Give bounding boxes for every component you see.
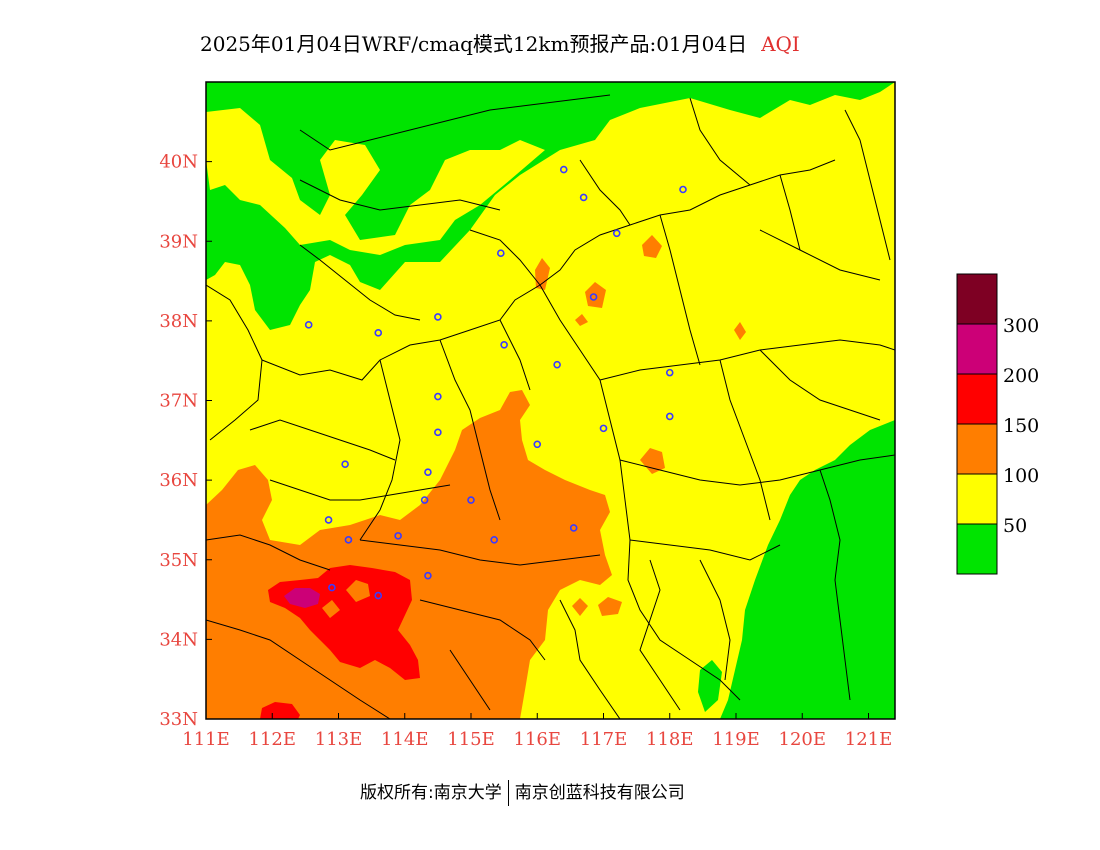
- station-marker: [434, 313, 442, 321]
- legend-label: 100: [1003, 465, 1039, 487]
- lon-tick-label: 120E: [779, 729, 827, 750]
- station-marker: [500, 340, 508, 349]
- lon-tick-label: 112E: [249, 729, 297, 750]
- station-marker: [304, 321, 313, 329]
- station-marker: [559, 165, 568, 174]
- station-marker: [434, 428, 442, 437]
- legend-label: 150: [1003, 415, 1039, 437]
- lon-tick-label: 118E: [646, 729, 694, 750]
- footer-left: 版权所有:南京大学: [360, 783, 502, 803]
- station-marker: [467, 496, 475, 504]
- footer-separator: [507, 780, 509, 806]
- station-marker: [679, 185, 687, 194]
- field-orange-blob-8: [575, 314, 588, 326]
- lat-tick-label: 36N: [159, 470, 198, 491]
- station-marker: [612, 229, 621, 238]
- station-marker: [394, 532, 402, 540]
- legend-swatch: [956, 273, 998, 325]
- lat-tick-label: 40N: [159, 152, 198, 173]
- lon-tick-label: 115E: [447, 729, 495, 750]
- field-orange-blob-6: [572, 598, 588, 616]
- station-marker: [589, 293, 598, 301]
- lon-tick-label: 119E: [712, 729, 760, 750]
- field-purple: [284, 588, 320, 608]
- field-yellow-patch-south: [300, 515, 322, 532]
- station-marker: [434, 392, 442, 401]
- station-marker: [533, 440, 542, 449]
- station-marker: [579, 193, 588, 202]
- latitude-axis: 33N 34N 35N 36N 37N 38N 39N 40N: [159, 152, 212, 730]
- lon-tick-label: 121E: [845, 729, 893, 750]
- station-marker: [374, 329, 383, 337]
- station-marker: [569, 524, 578, 532]
- station-marker: [553, 360, 561, 369]
- aqi-legend: 50 100 150 200 300: [956, 273, 1039, 575]
- legend-label: 200: [1003, 365, 1039, 387]
- lat-tick-label: 37N: [159, 391, 198, 412]
- legend-label: 50: [1003, 515, 1027, 537]
- title-main: 2025年01月04日WRF/cmaq模式12km预报产品:01月04日: [200, 32, 748, 56]
- longitude-axis: 111E 112E 113E 114E 115E 116E 117E 118E 119E 120E…: [182, 713, 892, 750]
- field-green-north: [206, 82, 895, 330]
- field-orange-hole-1: [346, 580, 370, 602]
- station-marker: [344, 536, 353, 544]
- legend-swatch: [956, 373, 998, 425]
- legend-swatch: [956, 523, 998, 575]
- legend-swatch: [956, 323, 998, 375]
- lon-tick-label: 111E: [182, 729, 230, 750]
- station-marker: [497, 249, 505, 257]
- field-yellow-patch-north: [206, 108, 545, 255]
- field-orange-blob-1: [640, 448, 665, 474]
- lon-tick-label: 113E: [315, 729, 363, 750]
- station-marker: [599, 424, 608, 433]
- lon-tick-label: 116E: [514, 729, 562, 750]
- footer-right: 南京创蓝科技有限公司: [514, 783, 685, 803]
- field-green-coast-small: [698, 660, 722, 712]
- title-variable: AQI: [761, 32, 800, 56]
- station-marker: [665, 368, 674, 377]
- station-marker: [328, 583, 336, 592]
- field-orange-blob-4: [642, 235, 662, 258]
- figure-title: 2025年01月04日WRF/cmaq模式12km预报产品:01月04日 AQI: [200, 28, 800, 57]
- station-marker: [490, 536, 498, 544]
- lon-tick-label: 117E: [580, 729, 628, 750]
- legend-label: 300: [1003, 315, 1039, 337]
- station-marker: [324, 516, 333, 524]
- field-orange-main: [206, 390, 612, 719]
- lat-tick-label: 38N: [159, 311, 198, 332]
- field-orange-blob-2: [535, 258, 550, 290]
- boundaries: [206, 94, 895, 719]
- field-green-sea: [720, 420, 895, 719]
- station-marker: [341, 460, 349, 469]
- field-orange-blob-5: [598, 597, 622, 616]
- lon-tick-label: 114E: [381, 729, 429, 750]
- copyright-footer: 版权所有:南京大学 南京创蓝科技有限公司: [360, 778, 685, 806]
- lat-tick-label: 34N: [159, 629, 198, 650]
- station-marker: [665, 412, 674, 421]
- field-orange-blob-7: [734, 322, 746, 340]
- lat-tick-label: 39N: [159, 231, 198, 252]
- legend-swatch: [956, 423, 998, 475]
- station-markers: [304, 165, 687, 600]
- station-marker: [424, 571, 432, 580]
- legend-swatch: [956, 473, 998, 525]
- station-marker: [420, 496, 429, 504]
- map-fields: [206, 82, 895, 719]
- field-red-small: [260, 702, 300, 719]
- lat-tick-label: 33N: [159, 709, 198, 730]
- lat-tick-label: 35N: [159, 550, 198, 571]
- station-marker: [424, 468, 432, 476]
- station-marker: [374, 591, 383, 600]
- field-orange-hole-2: [322, 600, 340, 618]
